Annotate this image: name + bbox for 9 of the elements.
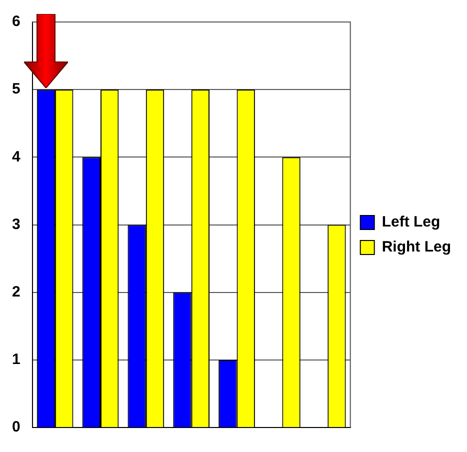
y-tick-label: 1 <box>12 351 20 368</box>
y-tick-label: 3 <box>12 216 20 233</box>
y-tick-label: 5 <box>12 80 20 98</box>
y-tick-label: 0 <box>12 418 20 436</box>
y-tick-label: 2 <box>12 284 20 301</box>
y-tick-label: 4 <box>12 148 21 166</box>
legend-label: Left Leg <box>382 214 440 231</box>
y-tick-label: 6 <box>12 13 20 30</box>
legend-label: Right Leg <box>382 238 451 256</box>
